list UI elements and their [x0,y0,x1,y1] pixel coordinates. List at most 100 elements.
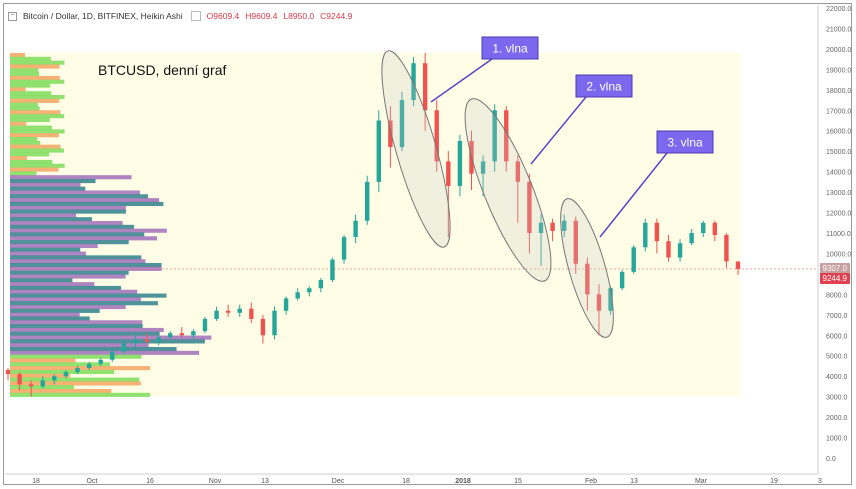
x-tick-label: Oct [87,478,98,485]
candle-body [538,222,544,233]
volume-profile-bar [10,190,141,195]
volume-profile-bar [10,301,158,306]
volume-profile-bar [10,194,148,199]
volume-profile-bar [10,167,59,172]
volume-profile-bar [10,186,86,191]
x-tick-label: 19 [770,478,778,485]
x-tick-label: 18 [402,478,410,485]
candle-body [388,120,393,148]
settings-square-icon[interactable] [190,11,201,21]
volume-profile-bar [10,316,90,321]
volume-profile-bar [10,91,52,96]
volume-profile-bar [10,385,74,390]
volume-profile-bar [10,179,96,184]
volume-profile-bar [10,247,81,252]
volume-profile-bar [10,335,212,340]
y-tick-label: 18000.0 [826,88,851,95]
volume-profile-bar [10,243,98,249]
candle-body [573,220,578,264]
volume-profile-bar [10,159,53,165]
candle-body [446,161,451,186]
x-tick-label: 13 [261,478,269,485]
candle-body [110,351,115,360]
candle-body [550,222,555,231]
volume-profile-bar [10,331,160,336]
y-tick-label: 17000.0 [826,108,851,115]
candle-body [341,237,347,260]
callout-wave-2-box [575,74,633,98]
candle-body [701,222,706,233]
candle-body [318,280,324,289]
y-tick-label: 4000.0 [826,374,848,381]
candle-body [63,372,69,377]
volume-profile-bar [10,282,95,287]
candle-body [156,337,161,342]
volume-profile-bar [10,140,41,145]
volume-profile-bar [10,79,65,84]
wave-2-ellipse [464,98,552,282]
candle-body [225,310,231,313]
volume-profile-bar [10,324,143,329]
candle-body [527,181,532,233]
volume-profile-bar [10,354,142,359]
candle-body [422,63,428,111]
x-tick-label: Nov [209,478,222,485]
volume-profile-bar [10,266,162,271]
candle-body [480,161,486,174]
y-tick-label: 20000.0 [826,47,851,54]
high-value: H9609.4 [245,11,278,21]
x-tick-label: 13 [630,478,638,485]
volume-profile-bar [10,72,40,77]
volume-profile-bar [10,251,86,256]
candle-body [689,233,694,244]
y-tick-label: 5000.0 [826,354,848,361]
y-tick-label: 12000.0 [826,211,851,218]
candle-body [411,63,416,101]
candle-body [585,263,590,295]
y-tick-label: 7000.0 [826,313,848,320]
volume-profile-bar [10,297,141,302]
candle-body [237,308,242,313]
candle-body [179,333,185,336]
collapse-icon[interactable]: − [8,11,17,21]
volume-profile-bar [10,205,126,210]
volume-profile-bar [10,289,138,294]
volume-profile-bar [10,53,25,58]
volume-profile-bar [10,221,123,226]
candle-body [365,181,370,221]
candle-body [28,384,34,387]
callout-wave-1-box [481,36,539,60]
candle-body [249,308,254,319]
chart-annotation-title: BTCUSD, denní graf [98,62,227,78]
y-tick-label: 3000.0 [826,395,848,402]
x-tick-label: 18 [32,478,40,485]
y-tick-label: 13000.0 [826,190,851,197]
y-tick-label: 11000.0 [826,231,851,238]
candle-body [98,359,103,364]
volume-profile-bar [10,293,167,298]
volume-profile-bar [10,285,121,291]
candle-body [504,110,509,162]
candle-body [295,292,300,299]
x-tick-label: Mar [695,478,708,485]
volume-profile-bar [10,110,61,115]
volume-profile-bar [10,117,50,123]
x-tick-label: 2018 [455,478,471,485]
candle-body [643,222,648,248]
y-tick-label: 19000.0 [826,67,851,74]
volume-profile-bar [10,377,140,382]
volume-profile-bar [10,305,126,310]
candle-body [631,247,636,272]
candle-body [457,140,463,186]
volume-profile-bar [10,350,200,355]
candle-body [283,298,289,311]
candle-body [260,318,266,336]
volume-profile-bar [10,152,50,157]
volume-profile-bar [10,137,38,142]
volume-profile-bar [10,320,143,325]
volume-profile-bar [10,373,71,378]
volume-profile-bar [10,64,60,69]
candle-body [40,380,45,387]
volume-profile-bar [10,182,81,187]
